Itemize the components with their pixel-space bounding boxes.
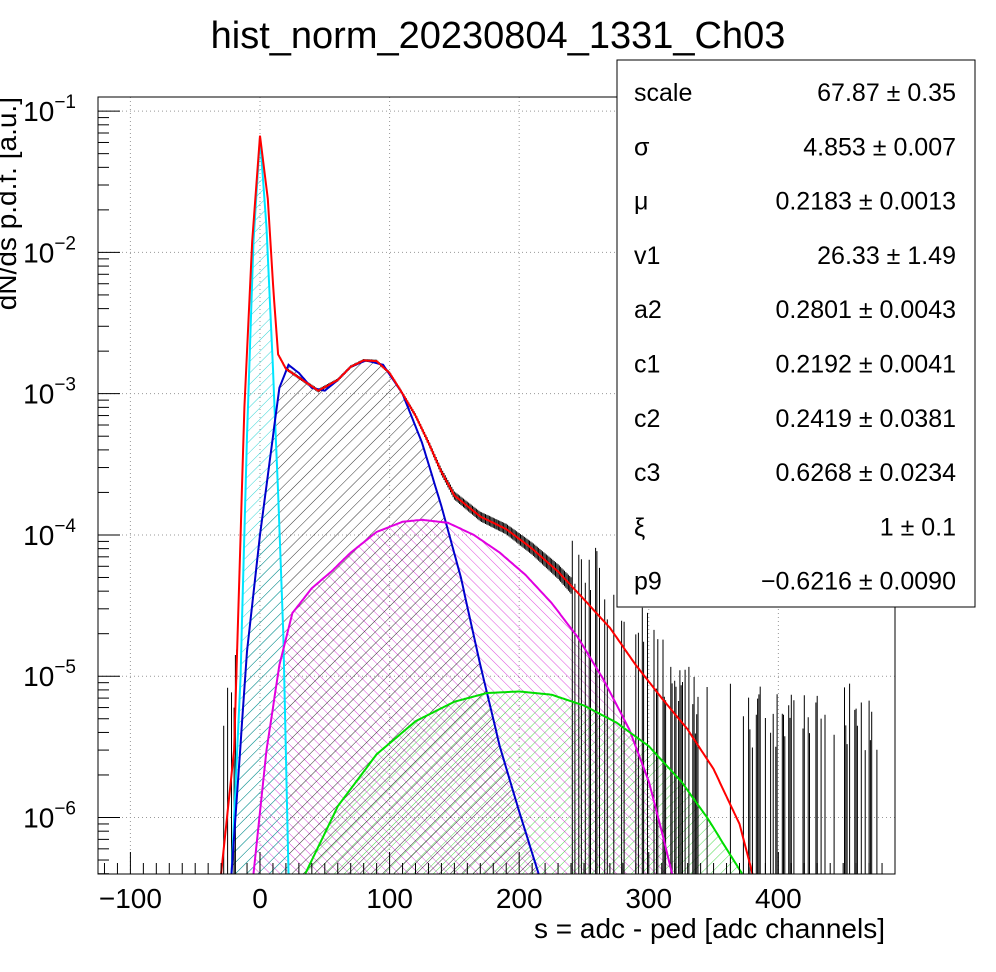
stats-param-name: c1	[634, 351, 660, 379]
stats-param-name: c2	[634, 405, 660, 433]
stats-param-name: c3	[634, 459, 660, 487]
y-axis: 10−1 10−2 10−3 10−4 10−5 10−6	[23, 92, 120, 875]
stats-param-value: 0.6268 ± 0.0234	[775, 459, 956, 487]
curve-2-pe	[252, 518, 674, 874]
stats-param-value: 1 ± 0.1	[880, 513, 956, 541]
stats-param-value: 0.2801 ± 0.0043	[775, 296, 956, 324]
curve-3-pe	[304, 690, 743, 874]
y-axis-label: dN/ds p.d.f. [a.u.]	[0, 97, 22, 310]
stats-param-value: 0.2183 ± 0.0013	[775, 188, 956, 216]
curve-total-fit	[220, 135, 754, 874]
y-tick-label: 10−6	[23, 798, 76, 833]
stats-param-name: μ	[634, 188, 648, 216]
stats-box-frame	[616, 59, 976, 608]
fill-pedestal	[231, 137, 289, 874]
stats-param-value: 0.2419 ± 0.0381	[775, 405, 956, 433]
x-tick-label: 200	[496, 883, 543, 914]
y-tick-label: 10−4	[23, 516, 76, 551]
x-tick-label: −100	[99, 883, 162, 914]
stats-param-name: v1	[634, 242, 660, 270]
stats-param-value: 4.853 ± 0.007	[803, 133, 956, 161]
stats-param-name: a2	[634, 296, 662, 324]
fit-stats-box: scale 67.87 ± 0.35 σ 4.853 ± 0.007 μ 0.2183 ±…	[616, 59, 976, 608]
y-tick-label: 10−2	[23, 233, 76, 268]
y-tick-label: 10−5	[23, 657, 76, 692]
y-tick-label: 10−1	[23, 92, 76, 127]
x-tick-label: 300	[625, 883, 672, 914]
fit-curves	[220, 135, 754, 874]
stats-param-name: σ	[634, 133, 650, 161]
fill-1-pe	[231, 360, 539, 874]
x-tick-label: 400	[755, 883, 802, 914]
y-tick-label: 10−3	[23, 375, 76, 410]
x-axis-label: s = adc - ped [adc channels]	[534, 913, 885, 944]
stats-param-value: 67.87 ± 0.35	[817, 79, 956, 107]
stats-param-value: −0.6216 ± 0.0090	[761, 568, 956, 596]
stats-param-name: p9	[634, 568, 662, 596]
stats-param-value: 0.2192 ± 0.0041	[775, 351, 956, 379]
x-tick-label: 100	[366, 883, 413, 914]
x-tick-label: 0	[252, 883, 268, 914]
stats-param-name: ξ	[634, 513, 645, 541]
chart-title: hist_norm_20230804_1331_Ch03	[211, 15, 786, 57]
stats-param-value: 26.33 ± 1.49	[817, 242, 956, 270]
stats-param-name: scale	[634, 79, 692, 107]
component-fills	[231, 137, 743, 874]
x-axis: −100 0 100 200 300 400	[99, 852, 883, 914]
